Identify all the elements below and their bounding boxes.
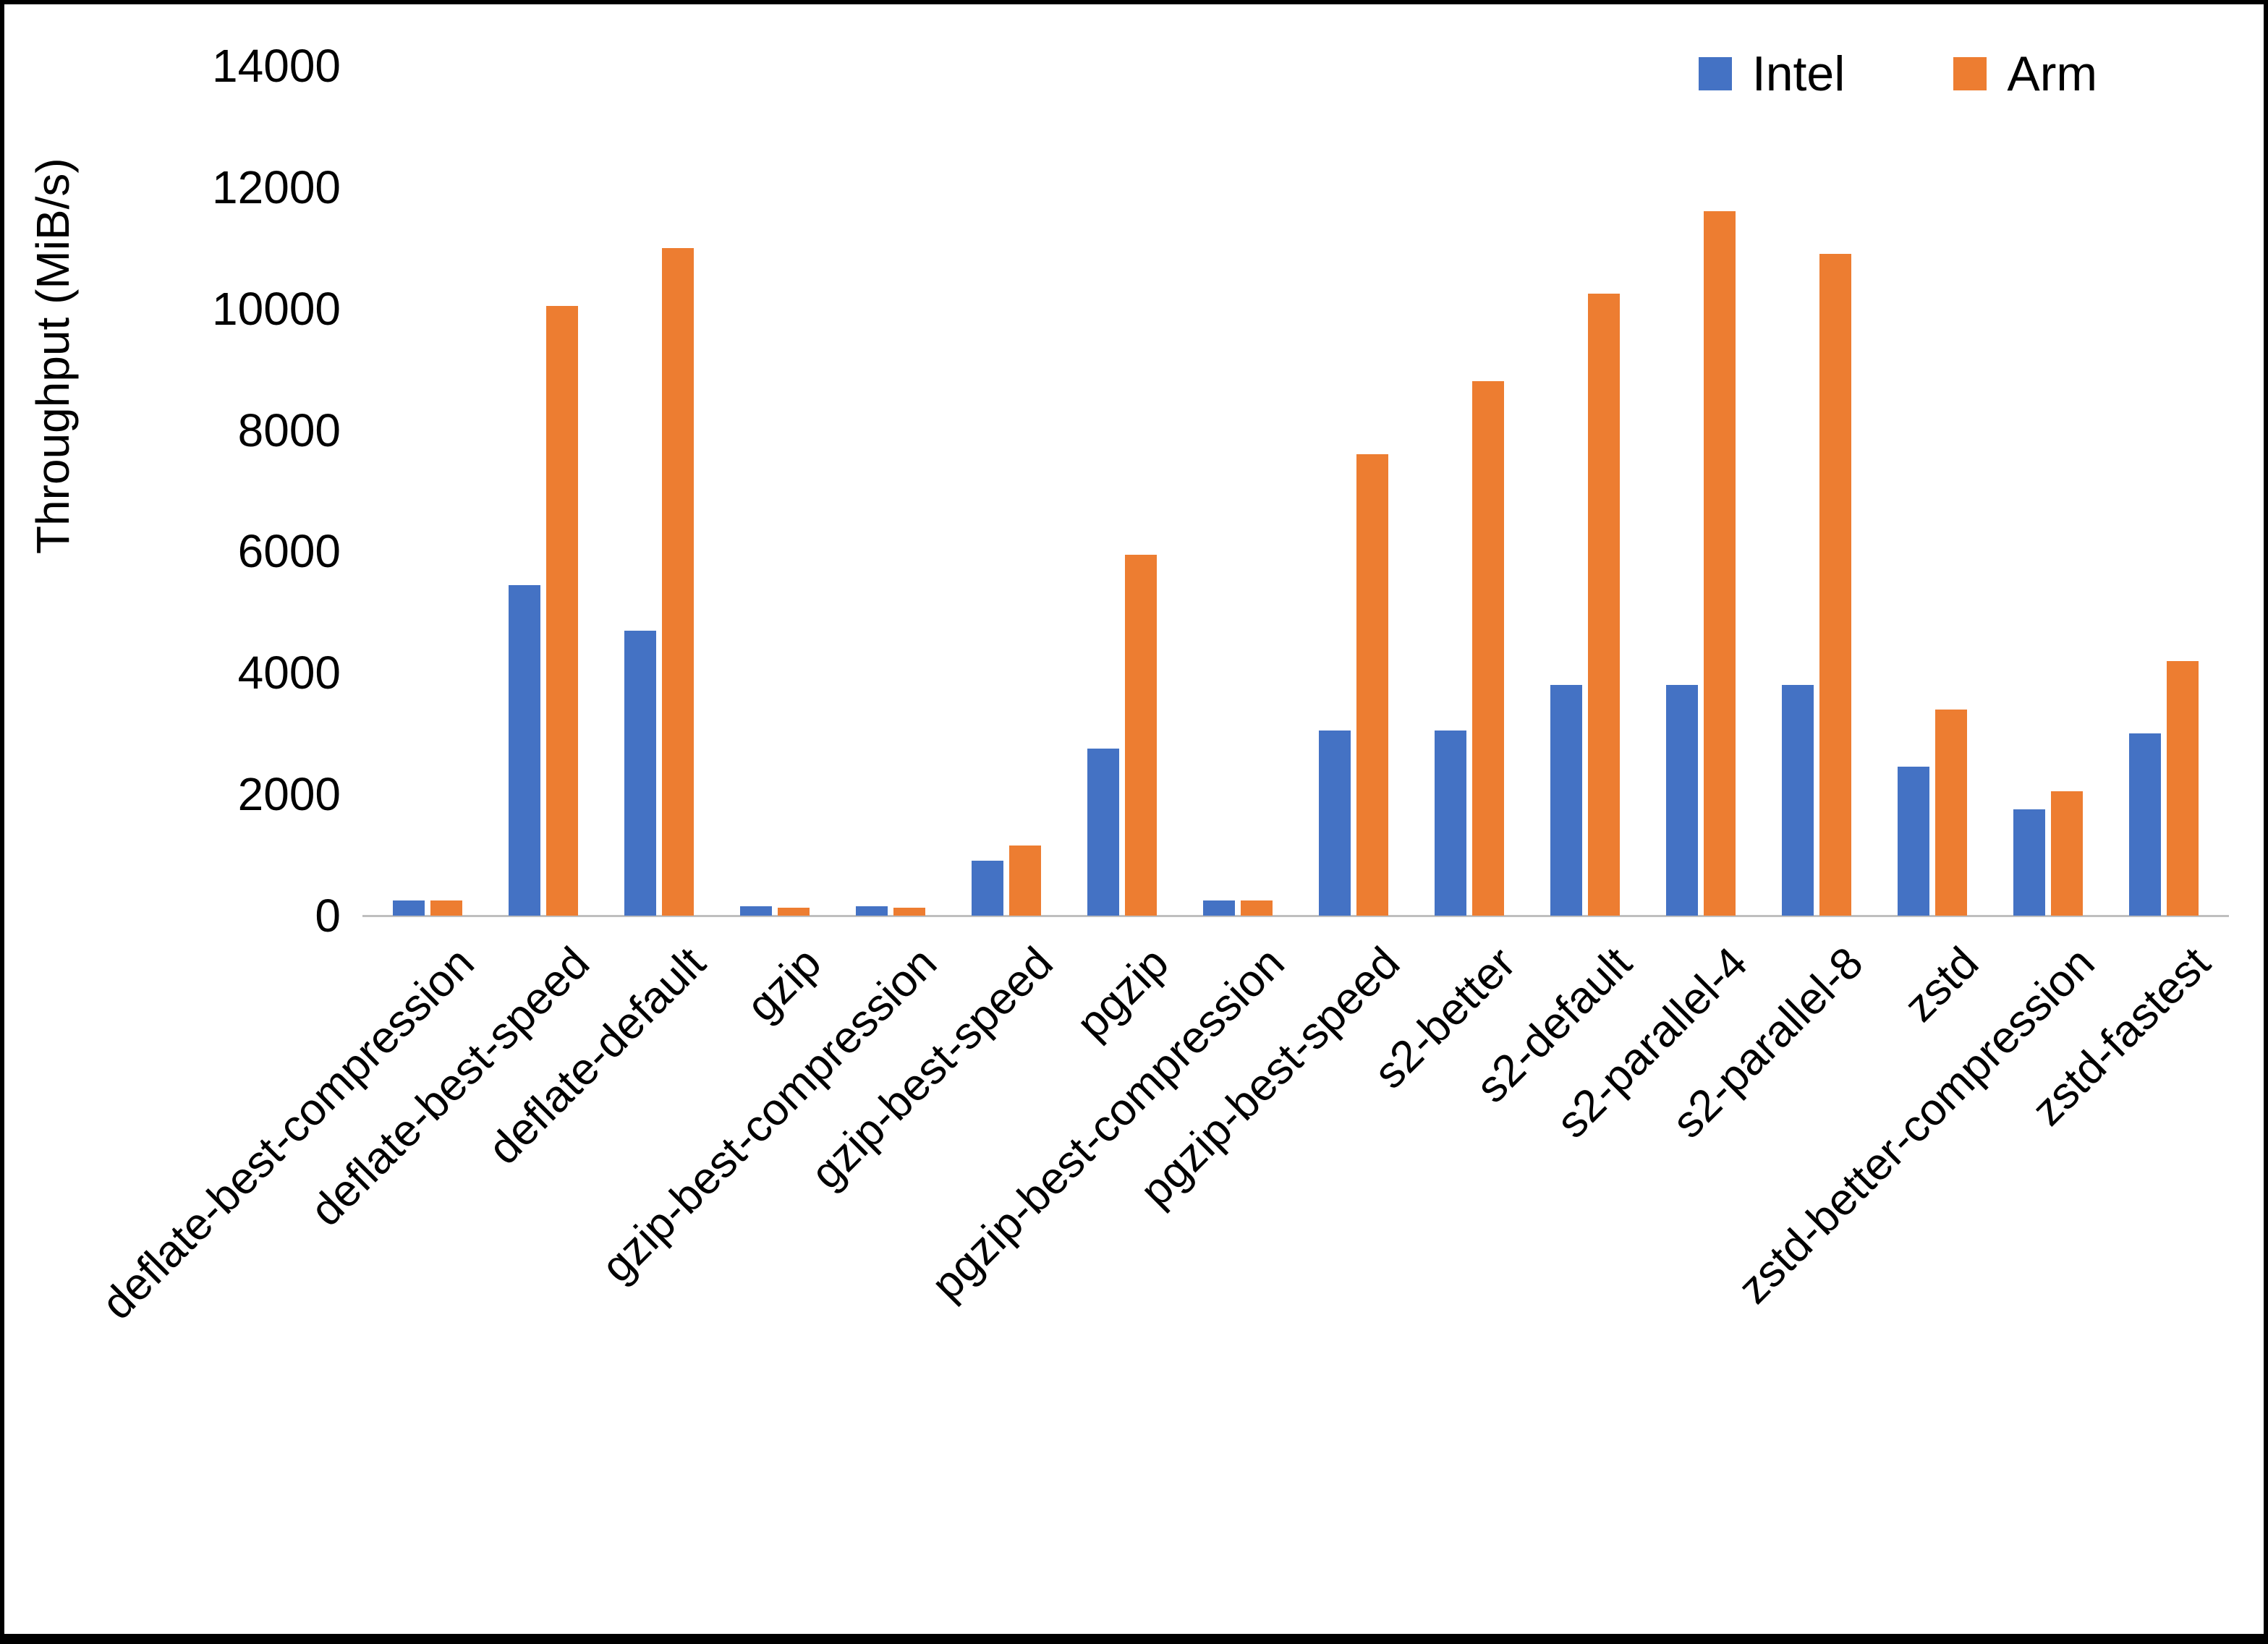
bar-intel-s2-default [1550,685,1582,916]
bar-intel-deflate-default [624,630,656,916]
bar-intel-s2-parallel-4 [1666,685,1698,916]
y-axis-tick-label: 0 [315,890,341,942]
bar-intel-pgzip-best-speed [1319,731,1351,916]
bar-arm-deflate-best-compression [430,900,462,916]
y-axis-tick-label: 12000 [212,161,341,213]
bar-arm-gzip-best-speed [1009,846,1041,916]
bar-intel-zstd [1898,767,1929,916]
bar-arm-s2-default [1588,293,1620,916]
legend-swatch-icon [1953,57,1987,90]
bar-arm-pgzip [1125,554,1157,916]
bar-intel-pgzip-best-compression [1203,900,1235,916]
bar-intel-gzip [740,906,772,916]
y-axis-tick-label: 10000 [212,282,341,335]
bar-arm-s2-parallel-8 [1819,254,1851,916]
x-axis-label-zstd: zstd [1895,937,1989,1031]
bar-arm-deflate-best-speed [546,305,578,916]
x-axis-line [362,915,2229,917]
y-axis-tick-label: 8000 [237,404,341,456]
x-axis-label-gzip: gzip [737,937,831,1031]
bar-arm-zstd-fastest [2167,660,2199,916]
bar-arm-deflate-default [662,247,694,916]
y-axis-tick-label: 14000 [212,40,341,92]
bar-arm-gzip-best-compression [893,908,925,916]
y-axis-tick-label: 2000 [237,768,341,821]
y-axis-tick-label: 4000 [237,647,341,699]
y-axis-tick-label: 6000 [237,525,341,578]
bar-intel-zstd-better-compression [2013,809,2045,916]
legend-item-arm: Arm [1953,49,2097,98]
plot-area [362,66,2229,917]
bar-intel-zstd-fastest [2129,733,2161,916]
bar-intel-gzip-best-speed [972,861,1003,916]
bar-arm-zstd [1935,709,1967,916]
legend-swatch-icon [1698,57,1732,90]
bar-intel-gzip-best-compression [856,906,888,916]
bar-arm-zstd-better-compression [2051,791,2083,916]
bar-intel-s2-parallel-8 [1782,685,1814,916]
bar-intel-s2-better [1435,731,1466,916]
bar-arm-s2-parallel-4 [1704,211,1736,916]
legend-label: Intel [1751,46,1846,101]
bar-intel-deflate-best-speed [509,584,540,916]
bar-arm-s2-better [1472,381,1504,916]
bar-arm-pgzip-best-compression [1241,900,1273,916]
x-axis-labels: deflate-best-compression deflate-best-spe… [92,929,2222,1580]
bar-arm-pgzip-best-speed [1356,454,1388,916]
bar-intel-deflate-best-compression [393,900,425,916]
legend: Intel Arm [1698,46,2097,101]
legend-item-intel: Intel [1698,46,1846,101]
bar-arm-gzip [778,908,810,916]
legend-label: Arm [2007,46,2097,101]
bar-intel-pgzip [1087,749,1119,916]
